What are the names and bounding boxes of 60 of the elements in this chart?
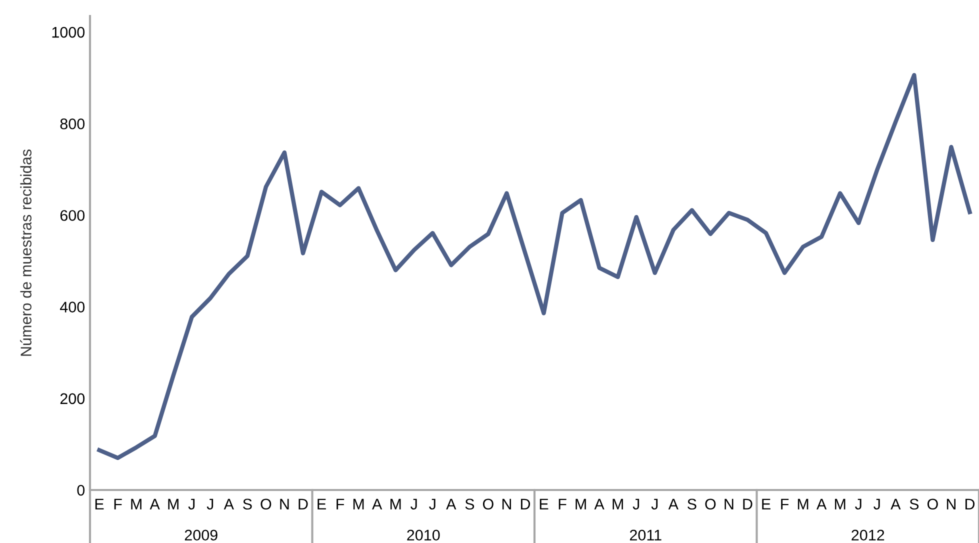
y-tick-label: 0 [77, 484, 85, 496]
x-tick-label: A [150, 498, 160, 510]
x-tick-label: J [410, 498, 417, 510]
x-tick-label: A [816, 498, 827, 510]
x-tick-label: S [910, 498, 919, 510]
x-tick-label: S [688, 498, 696, 510]
x-tick-label: D [743, 498, 752, 510]
x-tick-label: M [612, 498, 623, 510]
x-tick-label: N [280, 498, 289, 510]
line-series [97, 72, 972, 460]
x-tick-label: D [520, 498, 530, 510]
y-axis-title: Número de muestras recibidas [20, 150, 32, 356]
text: 2009 [184, 530, 218, 541]
x-tick-label: E [318, 498, 326, 510]
x-tick-label: F [114, 498, 122, 510]
x-tick-label: A [668, 498, 678, 510]
y-tick-label: 400 [60, 302, 85, 312]
x-tick-label: M [131, 498, 142, 510]
x-tick-label: J [651, 498, 658, 510]
x-tick-label: J [429, 498, 436, 510]
x-tick-label: O [260, 498, 272, 510]
x-tick-label: M [834, 498, 846, 510]
x-tick-label: J [874, 498, 880, 510]
x-tick-label: A [594, 498, 604, 510]
x-tick-label: J [188, 498, 195, 510]
x-tick-label: O [482, 498, 494, 510]
x-tick-label: F [558, 498, 566, 510]
x-tick-label: S [465, 498, 474, 510]
x-tick-label: O [705, 498, 716, 510]
x-tick-label: E [95, 498, 104, 510]
x-tick-label: J [632, 498, 640, 510]
x-tick-label: N [724, 498, 734, 510]
x-tick-label: N [946, 498, 956, 510]
x-tick-label: D [965, 498, 975, 510]
x-tick-label: M [576, 498, 586, 510]
text: 2010 [407, 530, 440, 541]
x-tick-label: M [353, 498, 364, 510]
y-tick-label: 1000 [52, 26, 85, 38]
x-tick-label: M [390, 498, 401, 510]
x-tick-label: A [446, 498, 456, 510]
x-tick-label: S [243, 498, 252, 510]
x-tick-label: A [224, 498, 234, 510]
y-tick-label: 200 [60, 393, 85, 404]
x-tick-label: J [206, 498, 214, 510]
x-tick-label: A [890, 498, 901, 510]
x-tick-label: N [502, 498, 511, 510]
x-tick-label: E [762, 498, 770, 510]
x-tick-label: O [927, 498, 938, 510]
x-tick-label: M [798, 498, 808, 510]
x-tick-label: J [855, 498, 862, 510]
x-tick-label: F [781, 498, 789, 510]
x-tick-label: E [540, 498, 548, 510]
x-tick-label: F [336, 498, 344, 510]
text: 2011 [630, 530, 662, 541]
x-tick-label: A [372, 498, 382, 510]
text: 2012 [852, 530, 884, 541]
y-tick-label: 800 [60, 118, 85, 130]
y-tick-label: 600 [60, 210, 85, 221]
x-tick-label: D [298, 498, 308, 510]
x-tick-label: M [168, 498, 178, 510]
